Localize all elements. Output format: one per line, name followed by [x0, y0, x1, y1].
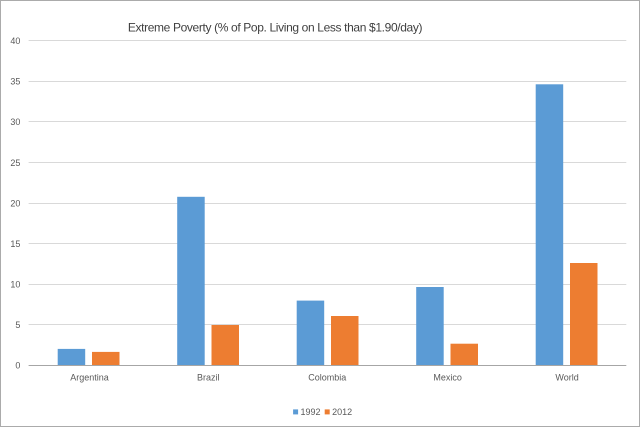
svg-text:Brazil: Brazil: [197, 373, 220, 383]
svg-text:0: 0: [15, 361, 20, 371]
svg-text:Argentina: Argentina: [70, 373, 109, 383]
svg-text:20: 20: [10, 198, 20, 208]
svg-text:25: 25: [10, 158, 20, 168]
svg-text:35: 35: [10, 77, 20, 87]
svg-text:Mexico: Mexico: [433, 373, 462, 383]
svg-text:30: 30: [10, 117, 20, 127]
svg-text:15: 15: [10, 239, 20, 249]
svg-text:10: 10: [10, 280, 20, 290]
svg-text:40: 40: [10, 36, 20, 46]
svg-text:1992: 1992: [301, 407, 321, 417]
svg-text:Colombia: Colombia: [308, 373, 346, 383]
svg-text:World: World: [555, 373, 578, 383]
svg-text:5: 5: [15, 320, 20, 330]
svg-text:Extreme Poverty (% of Pop. Liv: Extreme Poverty (% of Pop. Living on Les…: [128, 21, 423, 35]
svg-text:2012: 2012: [332, 407, 352, 417]
